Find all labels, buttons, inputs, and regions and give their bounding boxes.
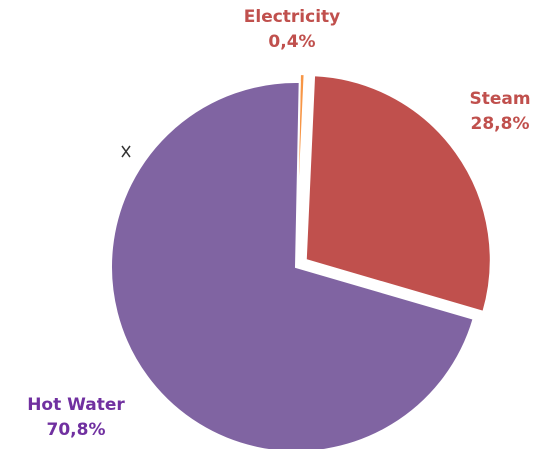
pie-slice-hot-water	[110, 81, 475, 449]
slice-label-name: Steam	[469, 89, 530, 109]
pie-slices	[110, 73, 492, 449]
slice-label-name: Electricity	[244, 7, 341, 27]
slice-label-name: Hot Water	[27, 395, 125, 415]
slice-labels: Electricity 0,4% Steam 28,8% Hot Water 70,8%	[27, 7, 530, 440]
cropped-mark	[121, 145, 131, 158]
slice-label-value: 70,8%	[47, 420, 106, 440]
pie-slice-steam	[304, 74, 492, 314]
pie-slice-electricity	[295, 73, 306, 260]
slice-label-value: 0,4%	[268, 32, 315, 52]
slice-label-value: 28,8%	[471, 114, 530, 134]
